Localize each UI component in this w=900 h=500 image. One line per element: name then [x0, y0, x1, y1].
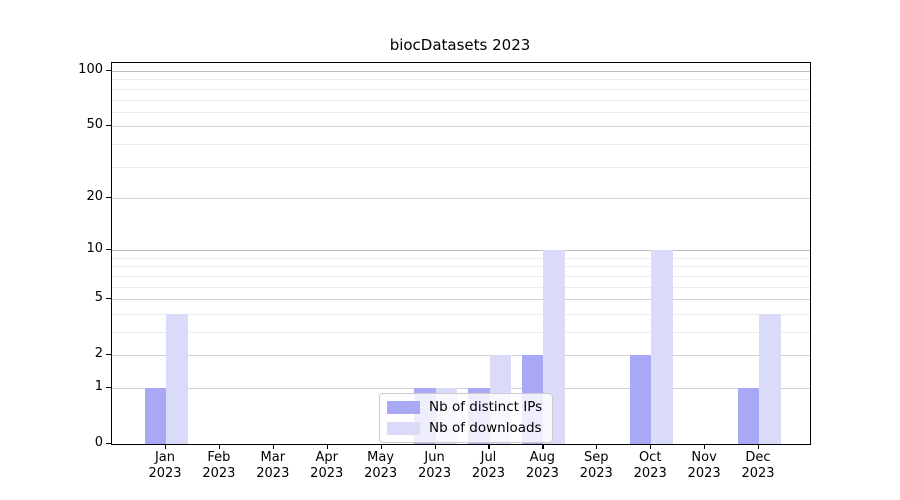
gridline	[112, 166, 810, 168]
gridline	[112, 111, 810, 113]
x-tick-label: Mar 2023	[256, 450, 290, 481]
legend-label-distinct-ips: Nb of distinct IPs	[429, 399, 543, 415]
y-tick-label: 20	[86, 188, 103, 204]
x-tick-label: Nov 2023	[687, 450, 721, 481]
gridline	[112, 299, 810, 301]
x-tick-label: Feb 2023	[202, 450, 236, 481]
gridline	[112, 99, 810, 101]
x-tick-mark	[542, 444, 544, 449]
bar-distinct-ips	[737, 388, 759, 444]
x-tick-mark	[434, 444, 436, 449]
bar-downloads	[759, 313, 781, 444]
gridline	[112, 388, 810, 389]
x-tick-mark	[758, 444, 760, 449]
x-tick-mark	[650, 444, 652, 449]
gridline	[112, 79, 810, 81]
legend-item-distinct-ips: Nb of distinct IPs	[387, 399, 542, 415]
y-tick-label: 0	[94, 435, 103, 450]
bar-distinct-ips	[629, 355, 652, 444]
y-tick-label: 50	[86, 117, 103, 133]
x-tick-mark	[218, 444, 221, 449]
y-tick-mark	[106, 354, 112, 356]
gridline	[112, 313, 810, 315]
y-tick-mark	[106, 125, 112, 127]
gridline	[112, 197, 810, 199]
legend-swatch-downloads	[387, 421, 420, 435]
y-tick-mark	[106, 70, 112, 72]
x-tick-mark	[165, 444, 167, 449]
y-tick-mark	[106, 196, 112, 199]
gridline	[112, 275, 810, 277]
x-tick-label: Dec 2023	[741, 450, 775, 481]
gridline	[112, 250, 810, 252]
gridline	[112, 126, 810, 128]
x-tick-mark	[596, 444, 598, 449]
gridline	[112, 266, 810, 268]
y-tick-mark	[106, 386, 112, 389]
x-tick-label: Jun 2023	[418, 450, 452, 481]
x-tick-mark	[488, 444, 490, 449]
legend-label-downloads: Nb of downloads	[429, 420, 542, 436]
gridline	[112, 143, 810, 145]
y-tick-label: 10	[86, 241, 103, 257]
gridline	[112, 332, 810, 333]
x-tick-label: Sep 2023	[579, 450, 613, 481]
y-tick-mark	[106, 249, 112, 251]
x-tick-mark	[326, 444, 328, 449]
y-tick-label: 2	[94, 346, 103, 362]
y-tick-mark	[106, 443, 112, 445]
gridline	[112, 286, 810, 288]
gridline	[112, 257, 810, 259]
x-tick-label: Apr 2023	[310, 450, 344, 481]
y-tick-label: 5	[94, 290, 103, 306]
chart-title: biocDatasets 2023	[389, 36, 531, 54]
y-tick-label: 1	[94, 378, 103, 394]
gridline	[112, 355, 810, 357]
x-tick-mark	[704, 444, 706, 449]
bar-downloads	[166, 313, 188, 444]
y-tick-label: 100	[78, 62, 103, 77]
bar-distinct-ips	[144, 388, 166, 444]
x-tick-label: May 2023	[364, 450, 398, 481]
gridline	[112, 71, 810, 72]
gridline	[112, 88, 810, 90]
x-tick-label: Aug 2023	[525, 450, 559, 481]
legend-item-downloads: Nb of downloads	[387, 420, 542, 436]
plot-area: Nb of distinct IPs Nb of downloads	[111, 62, 811, 445]
x-tick-label: Oct 2023	[633, 450, 667, 481]
x-tick-mark	[272, 444, 274, 449]
y-tick-mark	[106, 298, 112, 300]
x-tick-mark	[380, 444, 382, 449]
x-tick-label: Jul 2023	[471, 450, 505, 481]
bar-downloads	[651, 250, 673, 444]
x-tick-label: Jan 2023	[148, 450, 182, 481]
legend-swatch-distinct-ips	[387, 400, 420, 414]
legend: Nb of distinct IPs Nb of downloads	[379, 393, 554, 443]
